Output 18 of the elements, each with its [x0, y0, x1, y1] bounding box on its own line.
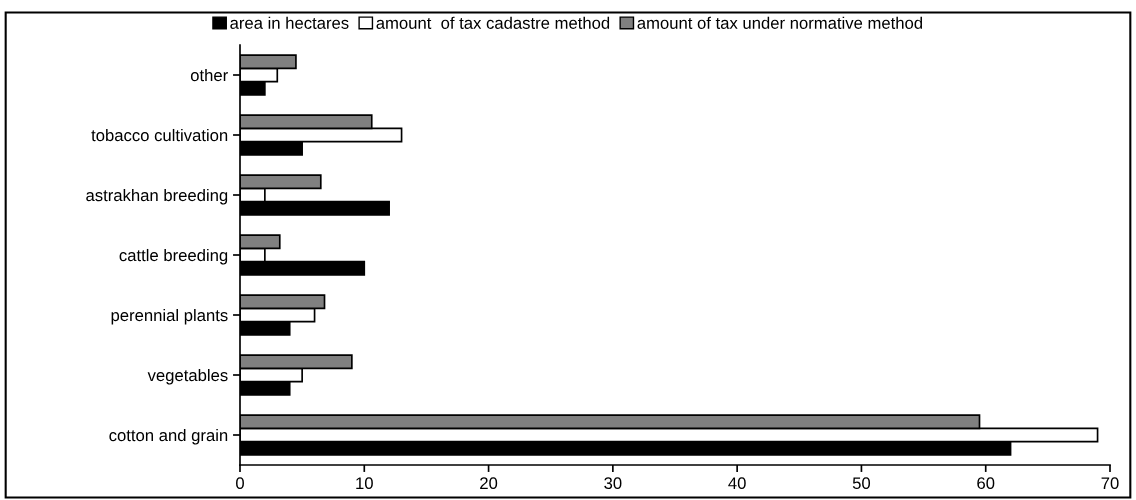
- y-tick-label: vegetables: [147, 368, 228, 385]
- x-tick-label: 30: [604, 477, 622, 490]
- y-tick-label: tobacco cultivation: [91, 128, 228, 142]
- x-tick-label: 70: [1101, 477, 1119, 490]
- x-tick-label: 20: [480, 477, 498, 490]
- x-tick-label: 0: [236, 477, 244, 490]
- y-tick-label: other: [190, 68, 228, 82]
- legend-label: area in hectares: [230, 16, 349, 29]
- x-tick-label: 40: [728, 477, 746, 490]
- y-tick-label: astrakhan breeding: [86, 188, 228, 205]
- x-tick-label: 10: [356, 477, 373, 490]
- x-tick-label: 50: [852, 477, 871, 490]
- x-tick-label: 60: [977, 477, 995, 490]
- y-tick-label: perennial plants: [111, 308, 228, 325]
- legend-label: amount of tax cadastre method: [376, 16, 610, 29]
- y-tick-label: cattle breeding: [119, 248, 228, 265]
- legend-label: amount of tax under normative method: [637, 16, 923, 29]
- y-tick-label: cotton and grain: [109, 428, 228, 445]
